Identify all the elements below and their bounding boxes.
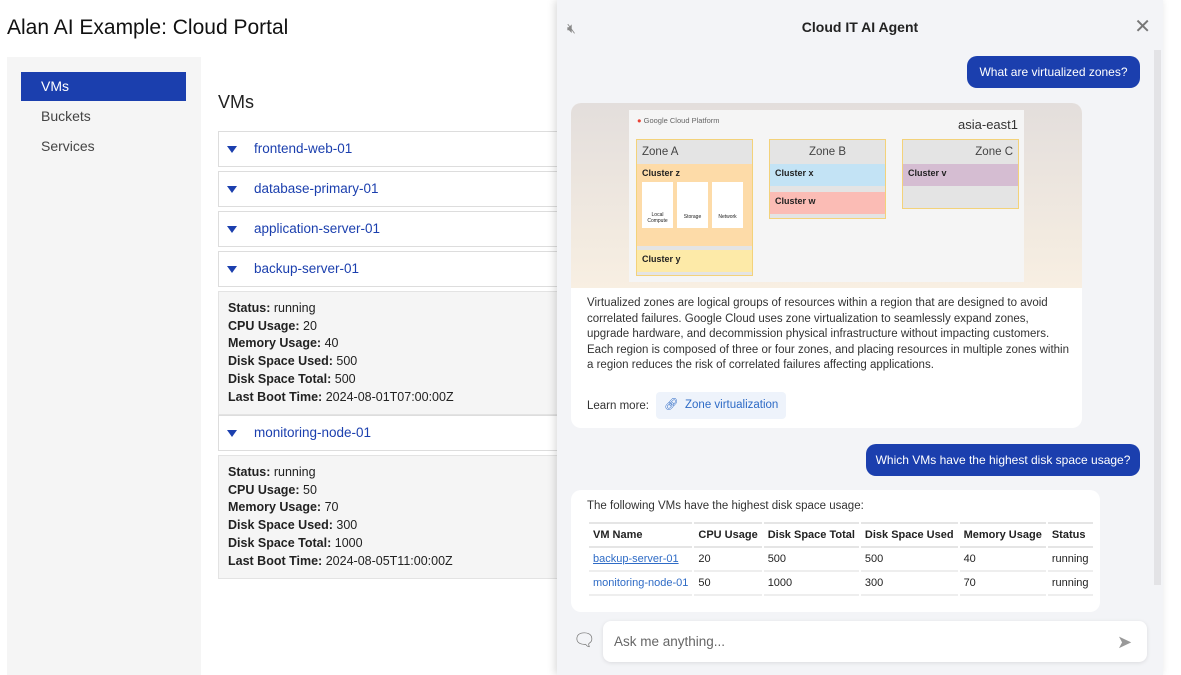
user-message: Which VMs have the highest disk space us… — [866, 444, 1140, 476]
vm-accordion-item[interactable]: monitoring-node-01 — [218, 415, 563, 451]
chat-input[interactable]: Ask me anything... — [603, 621, 1147, 662]
vm-accordion-item[interactable]: database-primary-01 — [218, 171, 563, 207]
vm-accordion-item[interactable]: frontend-web-01 — [218, 131, 563, 167]
vm-name: monitoring-node-01 — [254, 425, 372, 440]
gcp-logo: ● Google Cloud Platform — [637, 116, 720, 125]
learn-more-label: Learn more: — [587, 400, 650, 412]
close-icon[interactable]: ✕ — [1134, 16, 1151, 38]
vm-accordion-item[interactable]: backup-server-01 — [218, 251, 563, 287]
zone-virtualization-link[interactable]: 🔗︎ Zone virtualization — [656, 392, 787, 419]
mute-icon[interactable]: 🔇︎ — [567, 20, 576, 36]
chevron-down-icon — [227, 146, 237, 153]
vm-name: application-server-01 — [254, 221, 381, 236]
vm-name: frontend-web-01 — [254, 141, 353, 156]
vm-disk-table: VM Name CPU Usage Disk Space Total Disk Spa… — [587, 522, 1095, 596]
send-icon[interactable]: ➤ — [1117, 632, 1133, 652]
region-label: asia-east1 — [958, 117, 1018, 132]
vm-details: Status: running CPU Usage: 20 Memory Usa… — [218, 291, 563, 415]
agent-message: ● Google Cloud Platform asia-east1 Zone … — [571, 103, 1082, 428]
sidebar: VMs Buckets Services — [7, 57, 201, 675]
chat-panel: Cloud IT AI Agent 🔇︎ ✕ What are virtuali… — [557, 0, 1163, 675]
section-heading: VMs — [218, 92, 254, 112]
chevron-down-icon — [227, 186, 237, 193]
agent-message: The following VMs have the highest disk … — [571, 490, 1100, 612]
agent-answer-text: Virtualized zones are logical groups of … — [587, 297, 1069, 371]
vm-accordion-item[interactable]: application-server-01 — [218, 211, 563, 247]
chevron-down-icon — [227, 266, 237, 273]
table-row: backup-server-01 20 500 500 40 running — [589, 548, 1093, 572]
vm-details: Status: running CPU Usage: 50 Memory Usa… — [218, 455, 563, 579]
link-icon: 🔗︎ — [664, 399, 679, 411]
vm-name: backup-server-01 — [254, 261, 360, 276]
sidebar-item-buckets[interactable]: Buckets — [41, 108, 91, 124]
scrollbar[interactable] — [1154, 50, 1161, 585]
sidebar-item-services[interactable]: Services — [41, 138, 95, 154]
chat-title: Cloud IT AI Agent — [801, 19, 919, 35]
chevron-down-icon — [227, 430, 237, 437]
user-message: What are virtualized zones? — [967, 56, 1140, 88]
agent-answer-text: The following VMs have the highest disk … — [587, 500, 864, 512]
vm-link[interactable]: backup-server-01 — [589, 548, 693, 572]
vm-name: database-primary-01 — [254, 181, 379, 196]
table-row: monitoring-node-01 50 1000 300 70 running — [589, 572, 1093, 596]
sidebar-item-vms[interactable]: VMs — [21, 72, 186, 101]
new-chat-icon[interactable]: 🗨︎ — [573, 630, 596, 650]
zones-diagram: ● Google Cloud Platform asia-east1 Zone … — [571, 103, 1082, 288]
chevron-down-icon — [227, 226, 237, 233]
vm-link[interactable]: monitoring-node-01 — [589, 572, 693, 596]
page-title: Alan AI Example: Cloud Portal — [7, 16, 289, 39]
